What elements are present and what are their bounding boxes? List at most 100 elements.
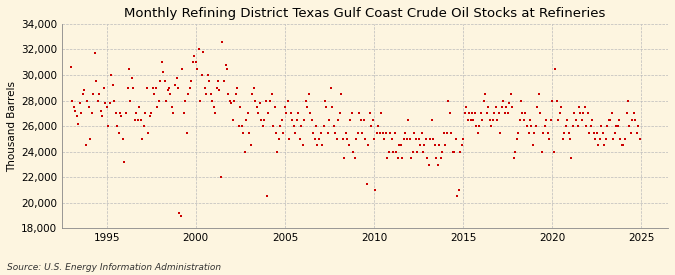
Point bbox=[333, 118, 344, 122]
Point bbox=[628, 111, 639, 116]
Point bbox=[242, 111, 253, 116]
Point bbox=[309, 137, 320, 141]
Point bbox=[194, 47, 205, 52]
Point bbox=[290, 130, 300, 135]
Point bbox=[596, 124, 607, 128]
Point bbox=[412, 150, 423, 154]
Point bbox=[531, 124, 541, 128]
Point bbox=[174, 211, 185, 215]
Point bbox=[450, 137, 461, 141]
Point bbox=[80, 143, 91, 148]
Point bbox=[568, 124, 578, 128]
Point bbox=[348, 150, 358, 154]
Point bbox=[407, 150, 418, 154]
Point bbox=[483, 105, 494, 109]
Point bbox=[605, 118, 616, 122]
Point bbox=[627, 118, 638, 122]
Point bbox=[535, 111, 545, 116]
Point bbox=[336, 92, 347, 97]
Point bbox=[427, 118, 437, 122]
Point bbox=[189, 54, 200, 58]
Point bbox=[183, 92, 194, 97]
Point bbox=[226, 101, 237, 105]
Point bbox=[227, 118, 238, 122]
Point bbox=[324, 118, 335, 122]
Point bbox=[269, 105, 280, 109]
Point bbox=[425, 137, 436, 141]
Point bbox=[512, 130, 523, 135]
Point bbox=[559, 130, 570, 135]
Point bbox=[585, 124, 596, 128]
Point bbox=[156, 60, 167, 64]
Point bbox=[308, 130, 319, 135]
Point bbox=[305, 111, 316, 116]
Point bbox=[398, 137, 409, 141]
Point bbox=[321, 105, 332, 109]
Point bbox=[232, 86, 243, 90]
Point bbox=[455, 150, 466, 154]
Point bbox=[382, 156, 393, 160]
Point bbox=[211, 86, 222, 90]
Point bbox=[252, 111, 263, 116]
Point bbox=[475, 111, 486, 116]
Point bbox=[238, 130, 249, 135]
Point bbox=[196, 73, 207, 77]
Point bbox=[330, 130, 341, 135]
Point bbox=[144, 114, 155, 118]
Point bbox=[94, 92, 105, 97]
Point bbox=[468, 118, 479, 122]
Point bbox=[389, 130, 400, 135]
Point bbox=[572, 124, 583, 128]
Point bbox=[134, 105, 144, 109]
Point bbox=[575, 111, 586, 116]
Point bbox=[317, 143, 327, 148]
Point bbox=[437, 150, 448, 154]
Point bbox=[344, 143, 354, 148]
Point bbox=[99, 86, 109, 90]
Point bbox=[169, 83, 180, 87]
Point bbox=[205, 92, 216, 97]
Point bbox=[461, 105, 472, 109]
Point bbox=[65, 65, 76, 70]
Point bbox=[614, 118, 624, 122]
Point bbox=[377, 130, 388, 135]
Point bbox=[115, 111, 126, 116]
Point bbox=[448, 150, 458, 154]
Point bbox=[557, 137, 568, 141]
Point bbox=[566, 156, 577, 160]
Point bbox=[606, 111, 617, 116]
Point bbox=[477, 118, 488, 122]
Point bbox=[423, 162, 434, 167]
Point bbox=[182, 130, 192, 135]
Point bbox=[539, 124, 550, 128]
Point bbox=[254, 101, 265, 105]
Point bbox=[167, 105, 178, 109]
Point bbox=[110, 111, 121, 116]
Point bbox=[121, 111, 132, 116]
Point bbox=[329, 124, 340, 128]
Point bbox=[266, 92, 277, 97]
Point bbox=[428, 137, 439, 141]
Point bbox=[152, 105, 163, 109]
Point bbox=[496, 105, 507, 109]
Point bbox=[199, 86, 210, 90]
Point bbox=[70, 109, 81, 113]
Point bbox=[550, 67, 561, 71]
Point bbox=[200, 92, 211, 97]
Point bbox=[510, 150, 520, 154]
Point bbox=[111, 124, 122, 128]
Point bbox=[506, 92, 516, 97]
Point bbox=[294, 137, 305, 141]
Point bbox=[523, 130, 534, 135]
Point bbox=[104, 101, 115, 105]
Point bbox=[485, 118, 495, 122]
Point bbox=[615, 137, 626, 141]
Point bbox=[470, 111, 481, 116]
Point bbox=[153, 98, 164, 103]
Point bbox=[394, 143, 405, 148]
Point bbox=[151, 86, 161, 90]
Point bbox=[310, 124, 321, 128]
Point bbox=[553, 118, 564, 122]
Point bbox=[611, 124, 622, 128]
Point bbox=[351, 137, 362, 141]
